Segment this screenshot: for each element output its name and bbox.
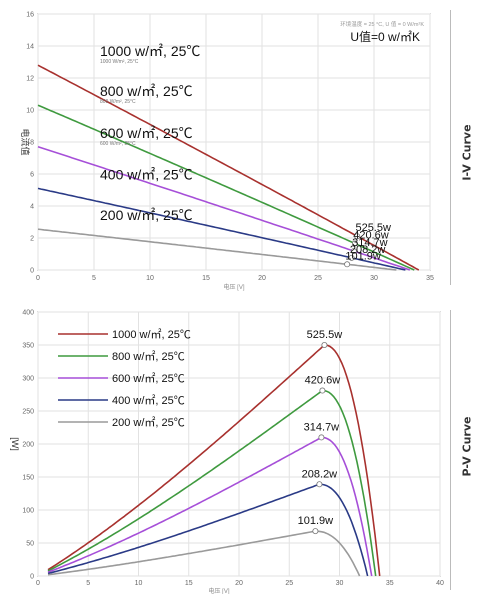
pv-x-tick-label: 15 xyxy=(185,580,193,587)
iv-peak-marker xyxy=(354,233,361,240)
pv-x-tick-label: 40 xyxy=(436,580,444,587)
iv-x-tick-label: 20 xyxy=(258,275,266,282)
iv-side-label: I-V Curve xyxy=(460,124,474,181)
iv-y-tick-label: 14 xyxy=(26,44,34,51)
pv-divider xyxy=(450,310,451,590)
iv-series-line xyxy=(37,104,415,271)
iv-series-name: 400 w/㎡, 25℃ xyxy=(100,166,193,182)
pv-series-line xyxy=(47,436,373,577)
pv-peak-label: 101.9w xyxy=(298,515,334,527)
iv-x-axis-label: 电压 [V] xyxy=(223,283,244,291)
pv-y-axis-label: [W] xyxy=(10,437,20,451)
pv-peak-marker xyxy=(312,528,319,535)
iv-peak-marker xyxy=(350,248,357,255)
pv-peak-label: 525.5w xyxy=(307,329,343,341)
iv-peak-label: 314.7w xyxy=(352,237,388,249)
pv-x-tick-label: 30 xyxy=(336,580,344,587)
pv-peak-label: 208.2w xyxy=(302,468,338,480)
iv-x-tick-label: 30 xyxy=(370,275,378,282)
pv-series-line xyxy=(47,483,369,577)
pv-x-tick-label: 25 xyxy=(285,580,293,587)
pv-legend-label: 1000 w/㎡, 25℃ xyxy=(112,328,191,341)
pv-curve-chart: 0 5 10 15 20 25 30 35 40050100150200250300350400… xyxy=(10,310,444,594)
iv-x-tick-label: 10 xyxy=(146,275,154,282)
pv-peak-label: 420.6w xyxy=(305,375,341,387)
iv-x-tick-label: 15 xyxy=(202,275,210,282)
pv-side-label: P-V Curve xyxy=(460,416,474,477)
pv-peak-marker xyxy=(316,481,323,488)
pv-y-tick-label: 300 xyxy=(22,376,34,383)
iv-y-tick-label: 4 xyxy=(30,204,34,211)
iv-peak-label: 525.5w xyxy=(355,222,391,234)
pv-peak-marker xyxy=(321,342,328,349)
iv-y-tick-label: 12 xyxy=(26,76,34,83)
pv-legend-label: 800 w/㎡, 25℃ xyxy=(112,350,185,363)
iv-u-note: U值=0 w/㎡K xyxy=(350,29,420,44)
iv-series-name: 800 w/㎡, 25℃ xyxy=(100,83,193,99)
pv-legend-label: 400 w/㎡, 25℃ xyxy=(112,394,185,407)
pv-y-tick-label: 250 xyxy=(22,409,34,416)
pv-peak-marker xyxy=(319,387,326,394)
iv-peak-marker xyxy=(351,240,358,247)
iv-peak-label: 208.2w xyxy=(350,244,386,256)
iv-series-name: 600 w/㎡, 25℃ xyxy=(100,125,193,141)
iv-y-tick-label: 10 xyxy=(26,108,34,115)
pv-x-tick-label: 20 xyxy=(235,580,243,587)
pv-legend-label: 200 w/㎡, 25℃ xyxy=(112,416,185,429)
iv-y-tick-label: 6 xyxy=(30,172,34,179)
iv-env-note: 环境温度 = 25 °C, U 值 = 0 W/m²K xyxy=(340,20,424,28)
iv-x-tick-label: 0 xyxy=(36,275,40,282)
iv-x-tick-label: 25 xyxy=(314,275,322,282)
pv-y-tick-label: 200 xyxy=(22,442,34,449)
pv-peak-marker xyxy=(318,434,325,441)
pv-x-tick-label: 35 xyxy=(386,580,394,587)
pv-y-tick-label: 100 xyxy=(22,508,34,515)
iv-y-axis-label: 电流值 xyxy=(20,128,31,155)
pv-x-axis-label: 电压 [V] xyxy=(208,587,229,594)
pv-x-tick-label: 0 xyxy=(36,580,40,587)
pv-y-tick-label: 400 xyxy=(22,310,34,317)
iv-series-line xyxy=(37,146,411,271)
iv-y-tick-label: 2 xyxy=(30,236,34,243)
iv-series-line xyxy=(37,228,397,271)
iv-series-name: 1000 w/㎡, 25℃ xyxy=(100,43,200,59)
iv-peak-marker xyxy=(344,261,351,268)
iv-peak-label: 101.9w xyxy=(345,250,381,262)
iv-curve-chart: 0 5 10 15 20 25 30 35 0 2 4 6 8 10 12 14 16 电压 [V] 电流值 环境温度… xyxy=(20,12,434,292)
iv-series-small-label: 1000 W/m², 25°C xyxy=(100,59,139,65)
pv-legend-label: 600 w/㎡, 25℃ xyxy=(112,372,185,385)
iv-divider xyxy=(450,10,451,285)
iv-series-line xyxy=(37,187,406,271)
iv-peak-marker xyxy=(348,254,355,261)
iv-y-tick-label: 16 xyxy=(26,12,34,19)
pv-y-tick-label: 150 xyxy=(22,475,34,482)
pv-series-line xyxy=(47,530,361,577)
iv-y-tick-label: 8 xyxy=(30,140,34,147)
pv-y-tick-label: 50 xyxy=(26,541,34,548)
pv-y-tick-label: 0 xyxy=(30,574,34,581)
iv-x-tick-label: 35 xyxy=(426,275,434,282)
pv-x-tick-label: 10 xyxy=(135,580,143,587)
iv-series-small-label: 800 W/m², 25°C xyxy=(100,99,136,105)
iv-y-tick-label: 0 xyxy=(30,268,34,275)
iv-peak-label: 420.6w xyxy=(353,229,389,241)
iv-x-tick-label: 5 xyxy=(92,275,96,282)
pv-x-tick-label: 5 xyxy=(86,580,90,587)
pv-peak-label: 314.7w xyxy=(304,421,340,433)
pv-y-tick-label: 350 xyxy=(22,343,34,350)
iv-series-name: 200 w/㎡, 25℃ xyxy=(100,207,193,223)
iv-series-small-label: 600 W/m², 25°C xyxy=(100,141,136,147)
